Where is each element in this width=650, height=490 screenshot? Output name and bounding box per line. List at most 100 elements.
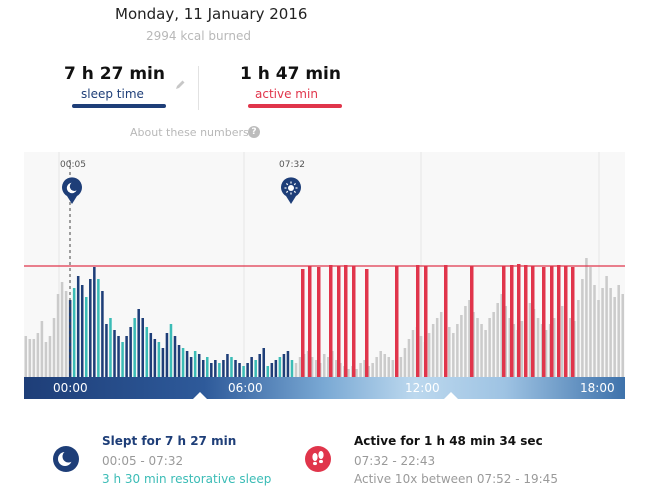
activity-bar — [40, 321, 44, 378]
activity-bar — [250, 357, 253, 378]
active-bar — [352, 266, 356, 378]
activity-bar — [117, 336, 120, 378]
activity-bar — [335, 360, 338, 378]
active-bar — [531, 266, 535, 378]
active-bar — [524, 265, 528, 378]
active-bar — [444, 265, 448, 378]
activity-bar — [355, 369, 358, 378]
sleep-time-label: sleep time — [81, 87, 144, 101]
activity-bar — [411, 330, 415, 378]
activity-bar — [32, 339, 36, 378]
activity-bar — [609, 288, 612, 378]
help-icon[interactable]: ? — [248, 126, 260, 138]
active-bar — [395, 266, 399, 378]
activity-bar — [28, 339, 32, 378]
activity-bar — [468, 300, 471, 378]
activity-bar — [242, 366, 245, 378]
activity-bar — [589, 267, 592, 378]
activity-bar — [52, 318, 56, 378]
activity-bar — [464, 306, 467, 378]
activity-bar — [189, 357, 193, 378]
active-bar — [329, 265, 333, 378]
active-bar — [344, 265, 348, 378]
activity-bar — [322, 354, 326, 378]
activity-bar — [141, 318, 144, 378]
activity-bar — [153, 339, 157, 378]
activity-bar — [44, 342, 48, 378]
active-summary-title: Active for 1 h 48 min 34 sec — [354, 434, 543, 448]
activity-bar — [76, 276, 80, 378]
activity-bar — [173, 336, 177, 378]
activity-bar — [484, 330, 487, 378]
sleep-underline — [72, 104, 166, 108]
active-bar — [337, 266, 341, 378]
sleep-range-handle[interactable] — [193, 392, 207, 399]
activity-bar — [375, 357, 378, 378]
date-title: Monday, 11 January 2016 — [115, 5, 308, 23]
activity-bar — [577, 300, 580, 378]
activity-bar — [113, 330, 116, 378]
active-bar — [510, 265, 514, 378]
pencil-icon[interactable] — [174, 79, 186, 91]
activity-bar — [254, 360, 257, 378]
activity-bar — [258, 354, 261, 378]
active-bar — [424, 266, 428, 378]
active-bar — [470, 266, 474, 378]
sun-icon[interactable] — [281, 177, 301, 204]
active-bar — [542, 267, 546, 378]
about-numbers-link[interactable]: About these numbers — [130, 126, 249, 139]
activity-bar — [476, 318, 479, 378]
active-bar — [301, 269, 305, 378]
activity-bar — [504, 306, 508, 378]
activity-bar — [439, 312, 443, 378]
activity-bar — [391, 360, 395, 378]
activity-bar — [294, 363, 298, 378]
activity-bar — [601, 288, 604, 378]
moon-icon[interactable] — [62, 177, 82, 204]
activity-bar — [129, 327, 132, 378]
activity-bar — [201, 360, 205, 378]
activity-bar — [125, 336, 128, 378]
activity-bar — [399, 357, 403, 378]
activity-bar — [181, 348, 185, 378]
activity-bar — [149, 333, 153, 378]
tick-label-0: 00:00 — [53, 381, 88, 395]
activity-bar — [496, 303, 499, 378]
active-summary-between: Active 10x between 07:52 - 19:45 — [354, 472, 558, 486]
marker-time-sleep: 00:05 — [60, 160, 86, 170]
activity-bar — [327, 357, 330, 378]
activity-bar — [282, 354, 286, 378]
activity-bar — [68, 300, 72, 378]
activity-bar — [218, 363, 221, 378]
activity-bar — [262, 348, 266, 378]
activity-bar — [314, 360, 318, 378]
activity-bar — [367, 366, 370, 378]
stats-divider — [198, 66, 199, 110]
active-summary-range: 07:32 - 22:43 — [354, 454, 436, 468]
active-underline — [248, 104, 342, 108]
time-axis[interactable]: 00:00 06:00 12:00 18:00 — [24, 377, 625, 399]
activity-bar — [121, 342, 124, 378]
activity-bar — [226, 354, 229, 378]
activity-bar — [520, 321, 524, 378]
kcal-burned: 2994 kcal burned — [146, 29, 251, 43]
activity-chart: 00:05 07:32 — [24, 152, 625, 378]
activity-bar — [24, 336, 28, 378]
activity-bar — [60, 282, 64, 378]
activity-bar — [560, 306, 564, 378]
activity-bar — [456, 324, 459, 378]
activity-bar — [72, 288, 76, 378]
activity-bar — [359, 363, 362, 378]
activity-bar — [613, 297, 616, 378]
activity-bar — [266, 366, 270, 378]
active-bar — [517, 264, 521, 378]
activity-bar — [185, 351, 189, 378]
activity-bar — [363, 360, 366, 378]
active-bar — [550, 266, 554, 378]
active-bar — [564, 266, 568, 378]
active-range-handle[interactable] — [444, 392, 458, 399]
activity-bar — [298, 357, 302, 378]
activity-bar — [427, 333, 431, 378]
activity-bar — [137, 309, 140, 378]
tick-label-1: 06:00 — [228, 381, 263, 395]
